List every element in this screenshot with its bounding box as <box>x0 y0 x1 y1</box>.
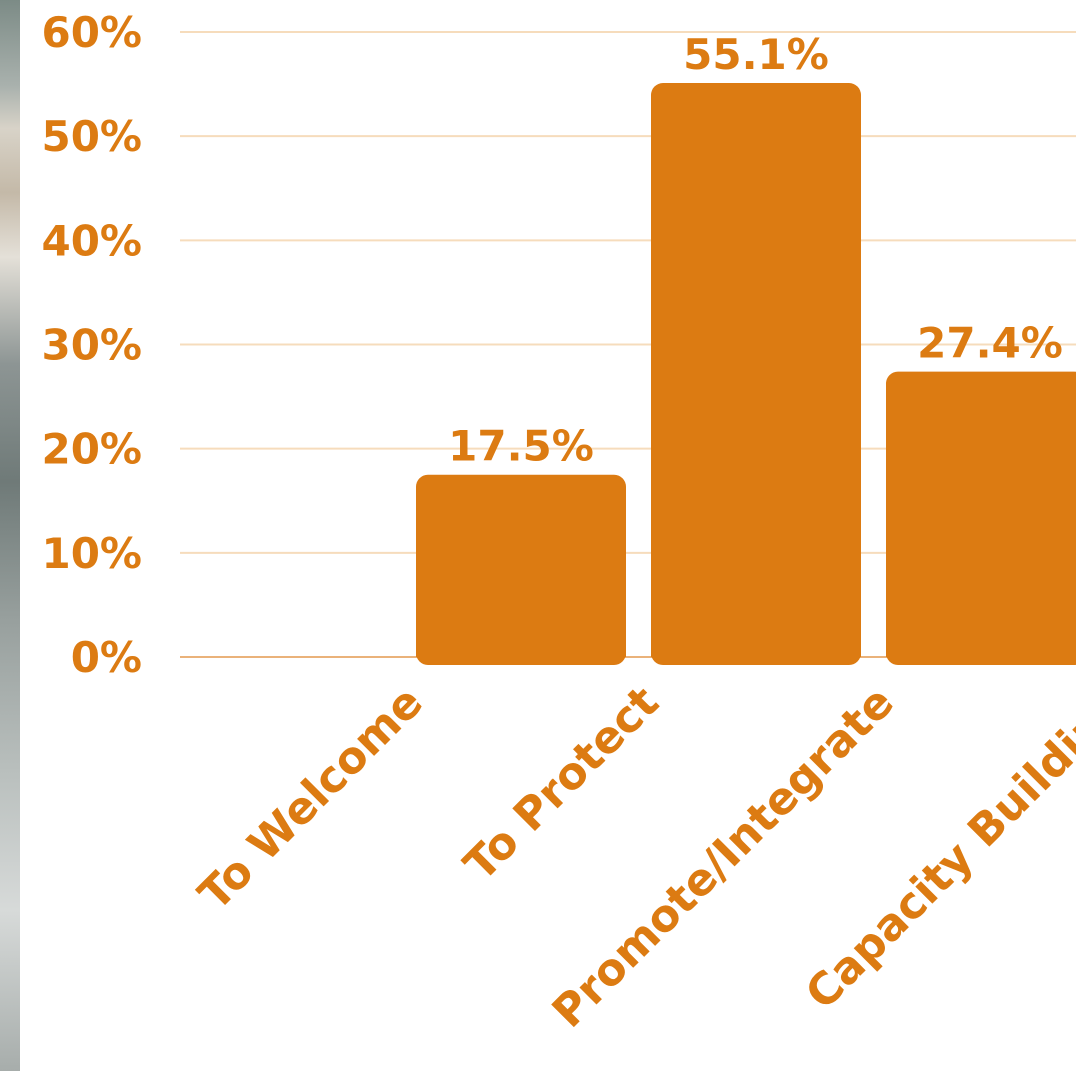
y-tick-label: 20% <box>41 425 142 474</box>
y-tick-label: 0% <box>71 633 142 682</box>
bar-base <box>651 643 861 657</box>
y-tick-label: 10% <box>41 529 142 578</box>
bar-capacity-building <box>886 371 1076 665</box>
category-label: To Welcome <box>189 677 433 921</box>
background-photo-strip <box>0 0 20 1071</box>
bar-base <box>886 643 1076 657</box>
value-label: 55.1% <box>683 30 829 79</box>
y-axis-ticks: 0% 10% 20% 30% 40% 50% 60% <box>41 8 142 682</box>
bar-promote-integrate <box>651 83 861 665</box>
x-axis-categories: To Welcome To ProtectPromote/IntegrateCap… <box>189 677 1076 1038</box>
bars <box>416 83 1076 665</box>
value-labels: 17.5% 55.1% 27.4% <box>448 30 1063 471</box>
value-label: 17.5% <box>448 422 594 471</box>
bar-base <box>416 643 626 657</box>
y-tick-label: 50% <box>41 112 142 161</box>
y-tick-label: 30% <box>41 321 142 370</box>
y-tick-label: 40% <box>41 216 142 265</box>
category-label: To Protect <box>455 677 669 891</box>
bar-to-protect <box>416 474 626 665</box>
y-tick-label: 60% <box>41 8 142 57</box>
value-label: 27.4% <box>917 319 1063 368</box>
